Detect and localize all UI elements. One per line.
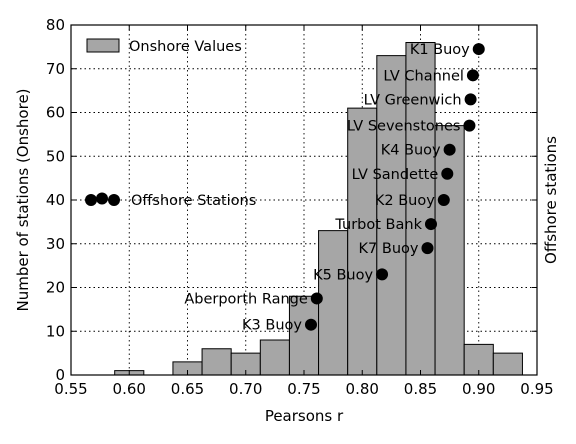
station-label: K3 Buoy [242,318,302,334]
legend-marker-offshore [108,194,120,206]
histogram-bar [288,295,320,376]
y-tick-label: 0 [55,366,65,384]
offshore-station-point [304,318,317,331]
offshore-station-point [421,242,434,255]
secondary-y-axis-label: Offshore stations [542,136,560,264]
legend-label-onshore: Onshore Values [129,39,242,55]
station-label: K2 Buoy [375,193,435,209]
histogram-bar [434,125,465,376]
y-tick-label: 10 [46,322,65,340]
offshore-station-point [424,218,437,231]
x-tick-label: 0.60 [113,380,146,398]
y-tick-label: 80 [46,16,65,34]
histogram-bar [201,348,232,376]
station-label: K4 Buoy [381,143,441,159]
y-tick-label: 70 [46,60,65,78]
x-tick-label: 0.55 [54,380,87,398]
station-label: LV Sandette [352,167,439,183]
axis-ticks: 0.55 0.60 0.65 0.70 0.75 0.80 0.85 0.90 0.95 0 10 2… [46,16,554,398]
x-tick-label: 0.75 [287,380,320,398]
x-tick-label: 0.65 [171,380,204,398]
station-label: Turbot Bank [334,217,422,233]
y-tick-label: 20 [46,279,65,297]
onshore-histogram-bars [114,42,523,376]
offshore-station-point [376,268,389,281]
station-label: K7 Buoy [359,241,419,257]
legend-label-offshore: Offshore Stations [131,193,256,209]
station-label: K1 Buoy [410,42,470,58]
x-tick-label: 0.70 [229,380,262,398]
station-label: LV Greenwich [364,92,462,108]
offshore-station-point [310,292,323,305]
station-label: LV Channel [383,68,464,84]
x-tick-label: 0.80 [346,380,379,398]
y-tick-label: 50 [46,147,65,165]
legend-swatch-onshore [86,38,120,53]
station-label: LV Sevenstones [347,119,461,135]
offshore-station-point [464,93,477,106]
histogram-bar [347,107,378,376]
offshore-station-points: K1 Buoy LV Channel LV Greenwich LV Sevensto… [184,42,485,334]
histogram-bar [259,339,290,376]
offshore-station-point [441,167,454,180]
station-label: K5 Buoy [313,267,373,283]
histogram-bar [492,352,523,376]
histogram-bar [376,55,407,376]
legend: Onshore Values Offshore Stations [85,38,256,209]
x-tick-label: 0.95 [520,380,553,398]
offshore-station-point [437,194,450,206]
y-tick-label: 30 [46,235,65,253]
y-tick-label: 40 [46,191,65,209]
offshore-station-point [463,119,476,132]
x-tick-label: 0.85 [404,380,437,398]
y-tick-label: 60 [46,104,65,122]
offshore-station-point [466,69,479,82]
x-tick-label: 0.90 [462,380,495,398]
legend-marker-offshore [96,192,108,205]
histogram-bar [405,42,436,376]
offshore-station-point [472,43,485,56]
offshore-station-point [443,143,456,156]
histogram-bar [318,230,349,376]
legend-marker-offshore [85,194,97,206]
station-label: Aberporth Range [184,291,308,307]
x-axis-label: Pearsons r [265,407,344,425]
y-axis-label: Number of stations (Onshore) [14,88,32,311]
